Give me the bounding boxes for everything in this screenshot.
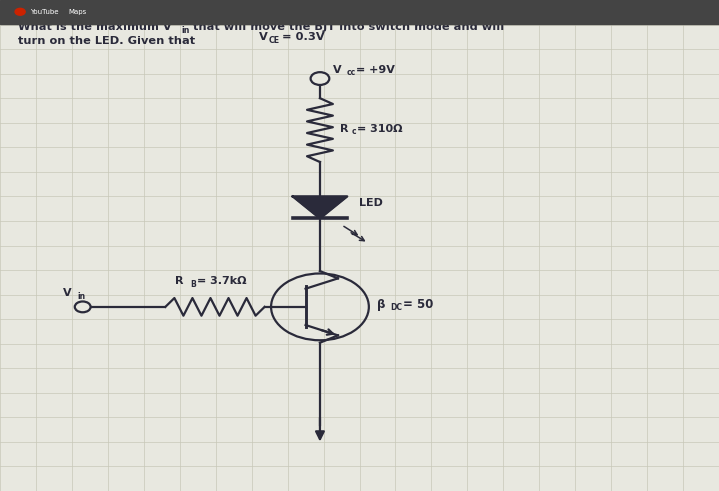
Text: What is the maximum V: What is the maximum V [18,22,172,32]
Text: turn on the LED. Given that: turn on the LED. Given that [18,36,195,46]
Text: CE: CE [269,36,280,45]
Polygon shape [293,196,347,218]
Text: = 0.3V: = 0.3V [282,32,324,42]
Text: Maps: Maps [68,9,86,15]
Text: V: V [259,32,267,42]
Text: R: R [175,276,184,286]
Text: β: β [377,298,386,311]
Text: DC: DC [390,303,403,312]
Text: = 50: = 50 [403,298,433,311]
Text: R: R [340,124,349,134]
Circle shape [311,72,329,85]
Text: in: in [181,26,190,35]
Text: LED: LED [360,198,383,208]
Text: = +9V: = +9V [356,65,395,75]
Text: YouTube: YouTube [30,9,59,15]
Text: V: V [333,65,342,75]
Bar [0,0,719,24]
Text: B: B [190,280,196,289]
Text: that will move the BJT into switch mode and will: that will move the BJT into switch mode … [189,22,504,32]
Text: cc: cc [347,68,356,77]
Text: = 310Ω: = 310Ω [357,124,403,134]
Text: c: c [352,127,356,136]
Circle shape [15,8,25,15]
Circle shape [75,301,91,312]
Text: in: in [78,292,86,301]
Text: V: V [63,288,71,298]
Text: = 3.7kΩ: = 3.7kΩ [197,276,247,286]
